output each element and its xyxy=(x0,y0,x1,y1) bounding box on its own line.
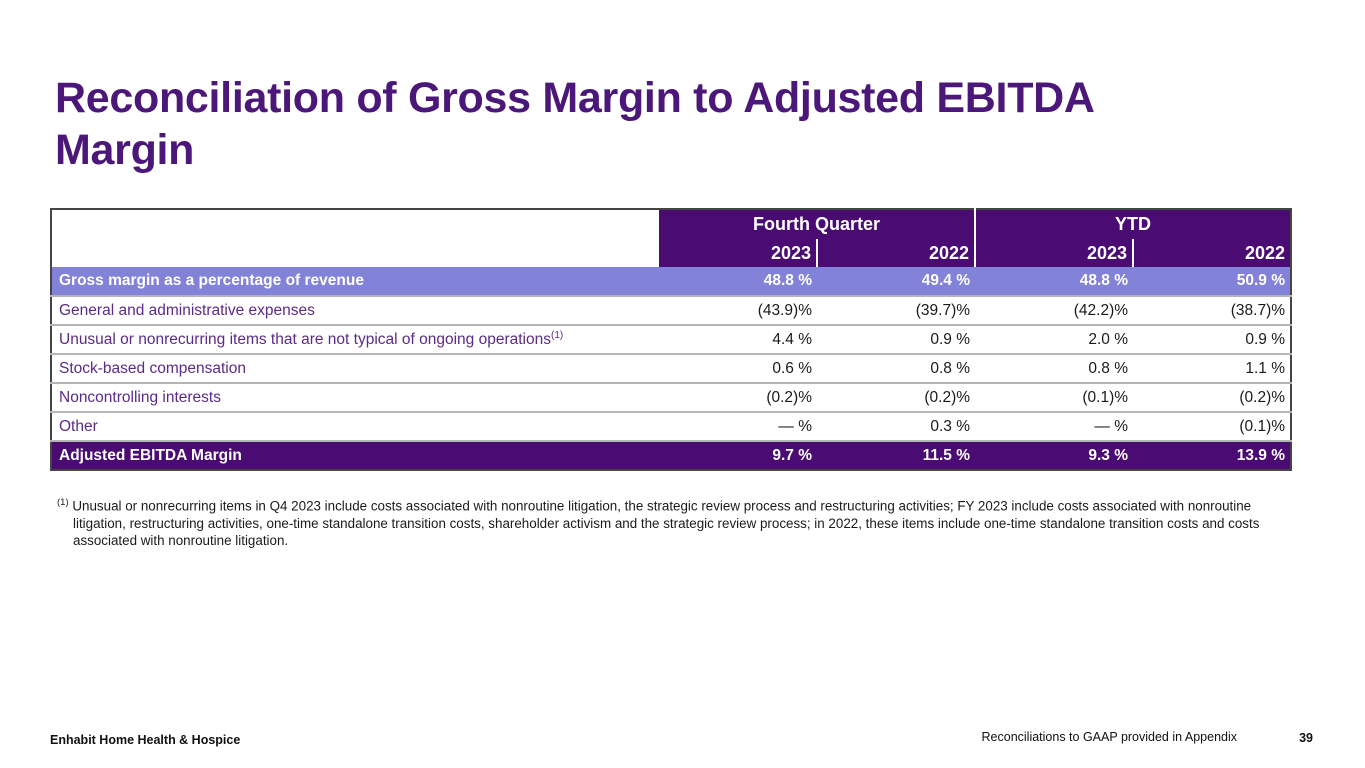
table-row: General and administrative expenses (43.9… xyxy=(51,296,1292,325)
table-row: Noncontrolling interests (0.2)% (0.2)% (0.1… xyxy=(51,383,1292,412)
row-label: Adjusted EBITDA Margin xyxy=(59,446,242,464)
row-label: Noncontrolling interests xyxy=(59,388,221,406)
reconciliation-table: Fourth Quarter YTD 2023 2022 2023 2022 G… xyxy=(50,208,1293,471)
row-value: (39.7)% xyxy=(915,301,971,319)
row-value: 49.4 % xyxy=(921,272,971,289)
table-row: Gross margin as a percentage of revenue 4… xyxy=(51,267,1292,296)
footnote-marker: (1) xyxy=(57,497,69,508)
row-value: (0.2)% xyxy=(766,388,812,406)
table-row: Stock-based compensation 0.6 % 0.8 % 0.8 % 1… xyxy=(51,354,1292,383)
column-group-fourth-quarter: Fourth Quarter xyxy=(659,209,976,239)
row-value: 0.9 % xyxy=(1245,330,1286,348)
row-label: Other xyxy=(59,417,98,435)
table-header: Fourth Quarter YTD 2023 2022 2023 2022 xyxy=(51,209,1292,267)
row-value: 2.0 % xyxy=(1088,330,1129,348)
corner-cell xyxy=(51,209,659,267)
row-value: 0.8 % xyxy=(1088,359,1129,377)
row-value: 48.8 % xyxy=(1079,272,1129,289)
year-header: 2022 xyxy=(1132,239,1292,267)
row-value: 50.9 % xyxy=(1236,272,1286,289)
row-value: 13.9 % xyxy=(1236,446,1286,464)
row-value: 11.5 % xyxy=(922,446,971,464)
table-row: Adjusted EBITDA Margin 9.7 % 11.5 % 9.3 % 13… xyxy=(51,441,1292,470)
row-value: (38.7)% xyxy=(1230,301,1286,319)
row-value: 4.4 % xyxy=(772,330,812,348)
row-value: (0.2)% xyxy=(1239,388,1286,406)
row-label: Stock-based compensation xyxy=(59,359,246,377)
row-value: 1.1 % xyxy=(1245,359,1286,377)
row-value: 0.9 % xyxy=(930,330,971,348)
row-value: 0.8 % xyxy=(930,359,971,377)
footnote: (1) Unusual or nonrecurring items in Q4 … xyxy=(57,497,1265,550)
row-value: (0.1)% xyxy=(1239,417,1286,435)
footnote-ref: (1) xyxy=(550,329,564,341)
row-value: (42.2)% xyxy=(1073,301,1129,319)
row-value: (0.2)% xyxy=(924,388,971,406)
row-value: (43.9)% xyxy=(757,301,812,319)
row-value: — % xyxy=(1094,417,1129,435)
table-row: Unusual or nonrecurring items that are n… xyxy=(51,325,1292,354)
row-value: 9.7 % xyxy=(772,446,812,464)
row-value: 9.3 % xyxy=(1088,446,1129,464)
row-value: (0.1)% xyxy=(1082,388,1129,406)
row-label: General and administrative expenses xyxy=(59,301,315,319)
year-header: 2023 xyxy=(974,239,1134,267)
footer-note: Reconciliations to GAAP provided in Appe… xyxy=(981,730,1237,744)
row-label: Unusual or nonrecurring items that are n… xyxy=(59,329,564,348)
row-label: Gross margin as a percentage of revenue xyxy=(59,272,364,289)
column-group-ytd: YTD xyxy=(974,209,1292,239)
row-value: 48.8 % xyxy=(763,272,812,289)
page-title: Reconciliation of Gross Margin to Adjust… xyxy=(55,73,1094,175)
table-body: Gross margin as a percentage of revenue 4… xyxy=(51,267,1292,470)
table-row: Other — % 0.3 % — % (0.1)% xyxy=(51,412,1292,441)
row-value: — % xyxy=(778,417,812,435)
page-number: 39 xyxy=(1299,731,1313,745)
row-value: 0.3 % xyxy=(930,417,971,435)
year-header: 2023 xyxy=(659,239,817,267)
row-value: 0.6 % xyxy=(772,359,812,377)
year-header: 2022 xyxy=(815,239,976,267)
footnote-text: Unusual or nonrecurring items in Q4 2023… xyxy=(72,498,1260,549)
footer-company-name: Enhabit Home Health & Hospice xyxy=(50,733,241,747)
